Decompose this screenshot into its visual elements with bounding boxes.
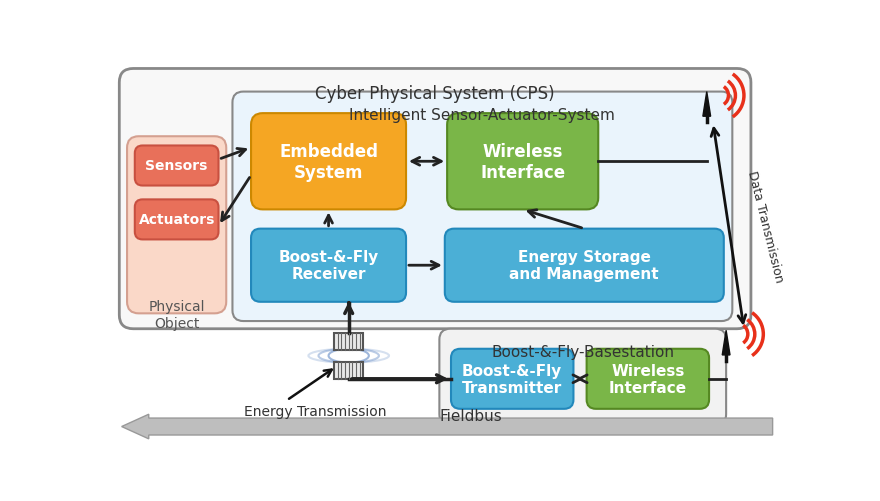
FancyBboxPatch shape: [251, 229, 406, 302]
Text: Boost-&-Fly
Receiver: Boost-&-Fly Receiver: [278, 249, 378, 282]
FancyBboxPatch shape: [451, 349, 574, 409]
FancyArrow shape: [121, 414, 773, 439]
FancyBboxPatch shape: [232, 92, 732, 322]
Text: Data Transmission: Data Transmission: [745, 169, 786, 283]
Text: Energy Transmission: Energy Transmission: [244, 404, 386, 418]
Polygon shape: [703, 92, 711, 117]
Text: Intelligent Sensor-Actuator-System: Intelligent Sensor-Actuator-System: [349, 108, 615, 123]
FancyBboxPatch shape: [439, 329, 726, 425]
FancyBboxPatch shape: [251, 114, 406, 210]
Text: Energy Storage
and Management: Energy Storage and Management: [510, 249, 659, 282]
FancyBboxPatch shape: [135, 146, 218, 186]
Text: Physical
Object: Physical Object: [149, 300, 205, 330]
Text: Boost-&-Fly
Transmitter: Boost-&-Fly Transmitter: [462, 363, 562, 395]
Text: Cyber Physical System (CPS): Cyber Physical System (CPS): [315, 85, 555, 103]
FancyBboxPatch shape: [444, 229, 723, 302]
FancyBboxPatch shape: [120, 69, 751, 329]
Text: Embedded
System: Embedded System: [279, 143, 378, 181]
FancyBboxPatch shape: [447, 114, 598, 210]
Polygon shape: [722, 331, 730, 355]
Text: Boost-&-Fly-Basestation: Boost-&-Fly-Basestation: [491, 345, 674, 359]
Text: Wireless
Interface: Wireless Interface: [480, 143, 565, 181]
Bar: [334, 333, 363, 350]
Bar: [334, 362, 363, 379]
Text: Wireless
Interface: Wireless Interface: [609, 363, 687, 395]
FancyBboxPatch shape: [127, 137, 226, 314]
Text: Sensors: Sensors: [145, 159, 208, 173]
FancyBboxPatch shape: [135, 200, 218, 240]
Text: Fieldbus: Fieldbus: [439, 408, 502, 423]
Text: Actuators: Actuators: [138, 213, 215, 227]
FancyBboxPatch shape: [587, 349, 709, 409]
